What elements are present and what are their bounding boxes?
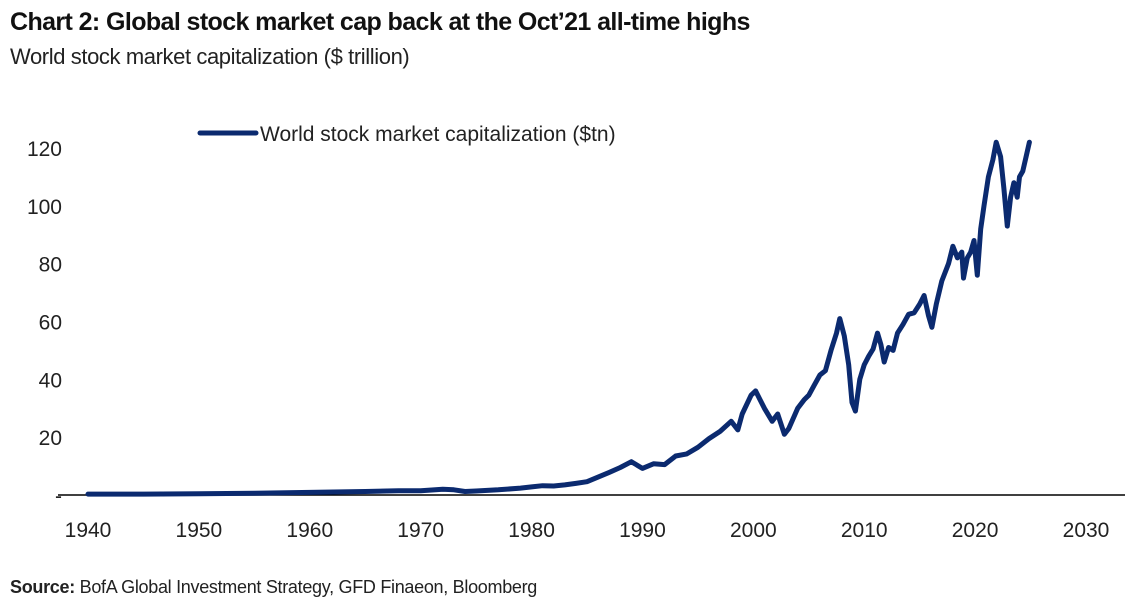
x-tick-label: 1940: [65, 519, 112, 542]
x-tick-label: 2000: [730, 519, 777, 542]
legend-label: World stock market capitalization ($tn): [260, 123, 616, 146]
series-line-world-market-cap: [85, 139, 1032, 497]
y-tick-label: 80: [39, 254, 62, 277]
x-tick-label: 2030: [1063, 519, 1110, 542]
legend: World stock market capitalization ($tn): [197, 123, 616, 146]
y-tick-label: -: [55, 485, 62, 508]
y-tick-label: 60: [39, 312, 62, 335]
chart-subtitle: World stock market capitalization ($ tri…: [10, 44, 410, 69]
y-tick-label: 20: [39, 427, 62, 450]
x-tick-label: 2010: [841, 519, 888, 542]
x-tick-label: 1960: [286, 519, 333, 542]
x-tick-label: 1990: [619, 519, 666, 542]
chart-title: Chart 2: Global stock market cap back at…: [10, 8, 750, 36]
y-axis-tick-labels: - 20 40 60 80 100 120: [27, 138, 62, 508]
y-tick-label: 100: [27, 196, 62, 219]
x-tick-label: 1980: [508, 519, 555, 542]
x-tick-label: 1970: [397, 519, 444, 542]
y-tick-label: 120: [27, 138, 62, 161]
y-tick-label: 40: [39, 369, 62, 392]
source-note: Source: BofA Global Investment Strategy,…: [10, 577, 537, 598]
x-tick-label: 1950: [176, 519, 223, 542]
x-axis-tick-labels: 1940 1950 1960 1970 1980 1990 2000 2010 2020 2030: [65, 519, 1110, 542]
source-label: Source:: [10, 577, 75, 597]
x-tick-label: 2020: [952, 519, 999, 542]
source-text: BofA Global Investment Strategy, GFD Fin…: [74, 577, 538, 597]
